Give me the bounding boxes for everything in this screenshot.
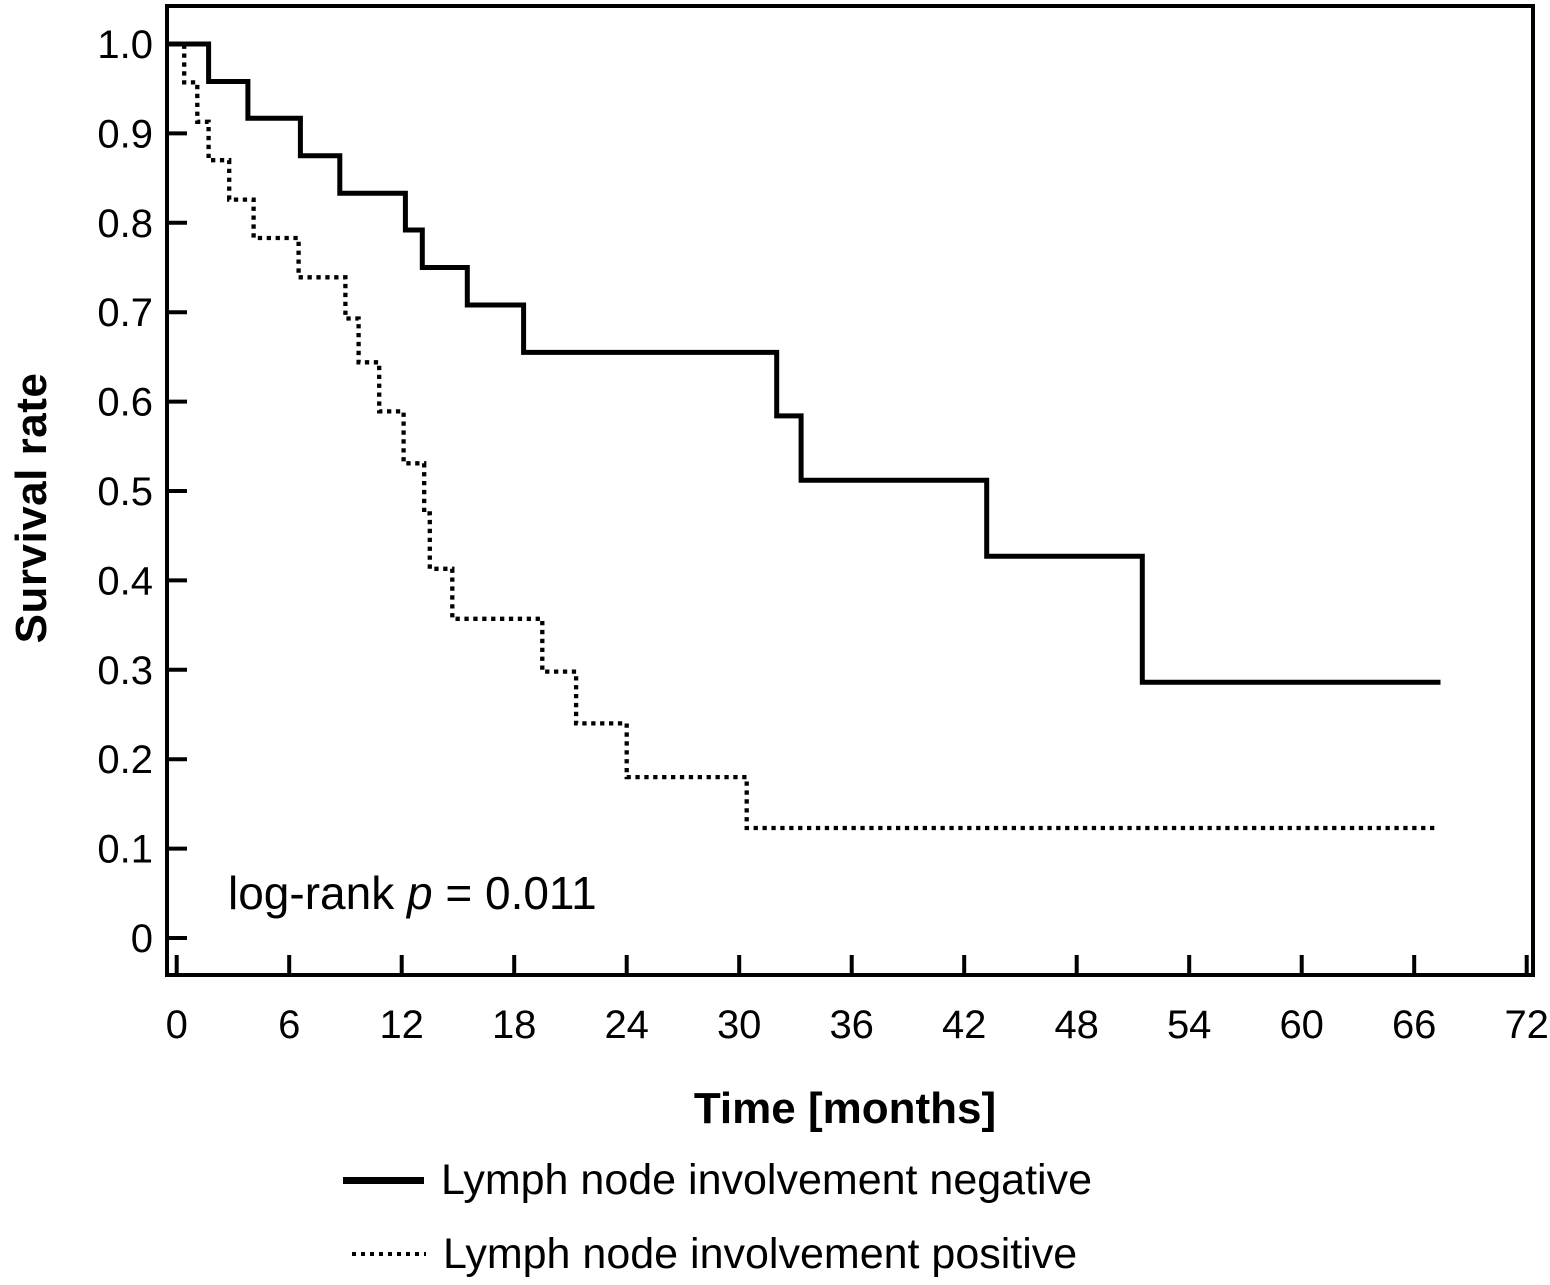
y-axis-title: Survival rate [7, 372, 56, 644]
curve-negative [167, 41, 1441, 685]
y-tick-label: 0.3 [97, 649, 153, 693]
legend-label-negative: Lymph node involvement negative [441, 1155, 1092, 1204]
annotation-p-symbol: p [406, 867, 433, 919]
x-tick-label: 36 [829, 1003, 874, 1047]
x-tick-label: 42 [942, 1003, 987, 1047]
x-tick-label: 6 [278, 1003, 300, 1047]
annotation-prefix: log-rank [228, 867, 407, 919]
y-tick-label: 0 [131, 917, 153, 961]
legend-item-negative: Lymph node involvement negative [343, 1154, 1092, 1206]
plot-border [165, 4, 1535, 977]
x-tick-label: 18 [492, 1003, 537, 1047]
x-tick-label: 30 [717, 1003, 762, 1047]
x-tick-label: 0 [166, 1003, 188, 1047]
y-tick-label: 0.5 [97, 470, 153, 514]
legend-item-positive: Lymph node involvement positive [352, 1228, 1077, 1280]
x-tick-label: 60 [1279, 1003, 1324, 1047]
solid-line-swatch [343, 1176, 424, 1184]
y-tick-labels: 1.0 0.9 0.8 0.7 0.6 0.5 0.4 0.3 0.2 0.1 0 [97, 23, 153, 961]
y-tick-label: 1.0 [97, 23, 153, 67]
y-tick-label: 0.7 [97, 291, 153, 335]
y-tick-label: 0.2 [97, 738, 153, 782]
legend-label-positive: Lymph node involvement positive [443, 1229, 1078, 1278]
y-tick-label: 0.4 [97, 559, 153, 603]
annotation-suffix: = 0.011 [432, 867, 597, 919]
curve-positive [167, 41, 1437, 831]
x-tick-label: 66 [1392, 1003, 1437, 1047]
plot-border-rect [165, 4, 1535, 977]
y-tick-label: 0.1 [97, 828, 153, 872]
y-ticks [169, 42, 187, 940]
y-tick-label: 0.9 [97, 112, 153, 156]
x-tick-label: 54 [1167, 1003, 1212, 1047]
x-tick-labels: 0 6 12 18 24 30 36 42 48 54 60 66 72 [166, 1003, 1549, 1047]
x-tick-label: 72 [1504, 1003, 1549, 1047]
log-rank-annotation: log-rank p = 0.011 [228, 866, 597, 920]
x-axis-title: Time [months] [693, 1084, 997, 1133]
y-tick-label: 0.6 [97, 381, 153, 425]
y-tick-label: 0.8 [97, 202, 153, 246]
x-tick-label: 24 [604, 1003, 649, 1047]
x-ticks [174, 955, 1529, 973]
x-tick-label: 12 [379, 1003, 424, 1047]
x-tick-label: 48 [1054, 1003, 1099, 1047]
survival-curves [167, 41, 1441, 831]
dotted-line-swatch [352, 1252, 426, 1256]
